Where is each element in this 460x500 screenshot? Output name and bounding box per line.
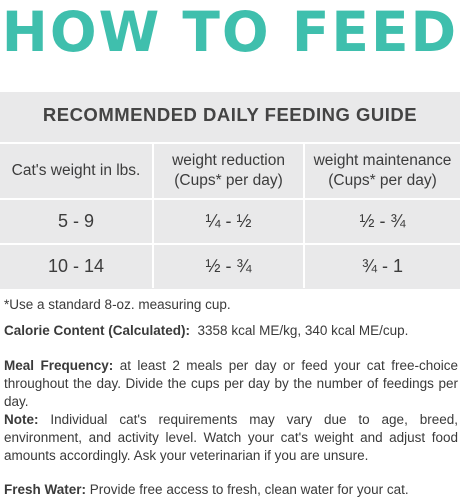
calorie-content: Calorie Content (Calculated): 3358 kcal …	[4, 322, 458, 340]
note-label: Note:	[4, 412, 39, 427]
feeding-guide-panel: RECOMMENDED DAILY FEEDING GUIDE Cat's we…	[0, 92, 460, 289]
cell-weight: 5 - 9	[0, 198, 154, 245]
footnote: *Use a standard 8-oz. measuring cup.	[4, 297, 231, 312]
cell-reduction: ½ - ¾	[152, 243, 305, 288]
cell-maintenance: ½ - ¾	[303, 198, 460, 245]
meal-label: Meal Frequency:	[4, 358, 114, 373]
calorie-value: 3358 kcal ME/kg, 340 kcal ME/cup.	[197, 323, 409, 338]
meal-text: at least 2 meals per day or feed your ca…	[4, 358, 458, 409]
header-line: (Cups* per day)	[174, 172, 283, 189]
header-line: weight reduction	[172, 152, 285, 169]
header-line: Cat's weight in lbs.	[11, 162, 141, 179]
table-row: 5 - 9 ¼ - ½ ½ - ¾	[0, 198, 460, 245]
header-line: weight maintenance	[313, 152, 452, 169]
header-line: (Cups* per day)	[328, 172, 437, 189]
feeding-note: Note: Individual cat's requirements may …	[4, 411, 458, 465]
note-text: Individual cat's requirements may vary d…	[4, 412, 458, 463]
cell-maintenance: ¾ - 1	[303, 243, 460, 288]
header-weight-maintenance: weight maintenance (Cups* per day)	[303, 142, 460, 200]
meal-frequency: Meal Frequency: at least 2 meals per day…	[4, 357, 458, 411]
page-title: HOW TO FEED	[1, 0, 459, 64]
cell-weight: 10 - 14	[0, 243, 154, 288]
fresh-water: Fresh Water: Provide free access to fres…	[4, 481, 458, 499]
table-row: 10 - 14 ½ - ¾ ¾ - 1	[0, 243, 460, 288]
calorie-label: Calorie Content (Calculated):	[4, 323, 191, 338]
table-header-row: Cat's weight in lbs. weight reduction (C…	[0, 142, 460, 200]
cell-reduction: ¼ - ½	[152, 198, 305, 245]
header-weight-reduction: weight reduction (Cups* per day)	[152, 142, 305, 200]
feeding-guide-table: Cat's weight in lbs. weight reduction (C…	[0, 142, 460, 288]
header-cat-weight: Cat's weight in lbs.	[0, 142, 154, 200]
water-label: Fresh Water:	[4, 482, 87, 497]
feeding-guide-title: RECOMMENDED DAILY FEEDING GUIDE	[42, 104, 418, 125]
water-text: Provide free access to fresh, clean wate…	[89, 482, 409, 497]
